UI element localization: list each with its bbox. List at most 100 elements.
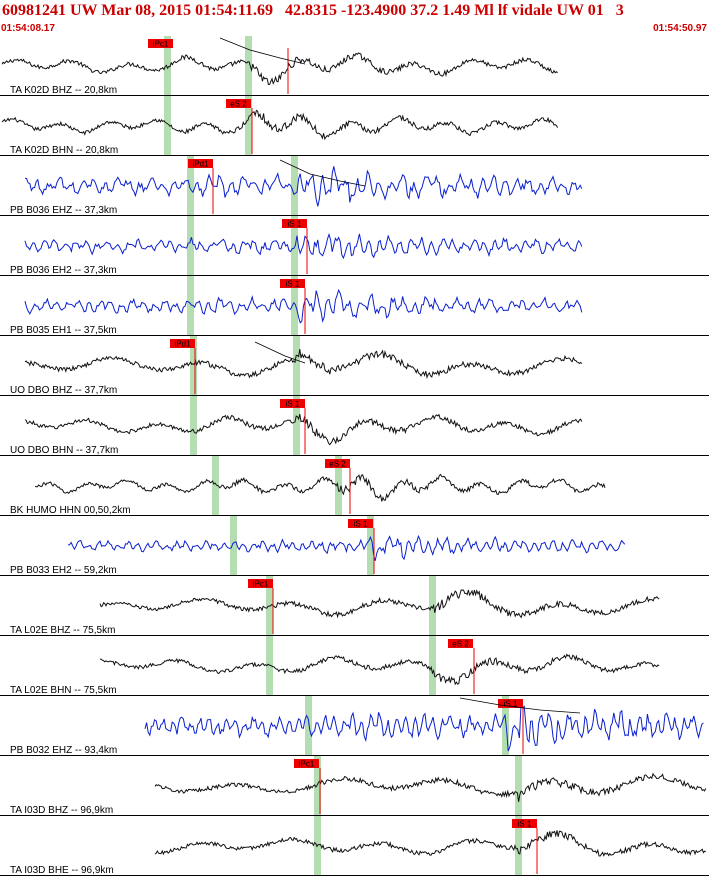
channel-label: TA K02D BHZ -- 20,8km: [10, 85, 117, 96]
channel-label: TA I03D BHE -- 96,9km: [10, 865, 114, 876]
s-phase-band: [429, 636, 436, 696]
pick-flag[interactable]: iS 1: [512, 819, 538, 874]
pick-label: iPc1: [299, 760, 315, 769]
pick-flag-background: [325, 459, 350, 468]
trace-row[interactable]: iS 1 UO DBO BHN -- 37,7km: [0, 396, 709, 456]
channel-label: TA K02D BHN -- 20,8km: [10, 145, 118, 156]
trace-row[interactable]: iS 1 PB B035 EH1 -- 37,5km: [0, 276, 709, 336]
s-phase-band: [367, 516, 374, 576]
window-end-time: 01:54:50.97: [653, 23, 707, 34]
pick-flag[interactable]: eS 2: [448, 639, 475, 694]
pick-label: iPc1: [253, 580, 269, 589]
p-phase-band: [187, 156, 194, 216]
trace-row[interactable]: iPc1 TA I03D BHZ -- 96,9km: [0, 756, 709, 816]
s-phase-band: [291, 156, 298, 216]
pick-flag[interactable]: eS 2: [325, 459, 351, 514]
pick-label: iS 1: [286, 400, 300, 409]
window-start-time: 01:54:08.17: [1, 23, 55, 34]
pick-label: eS 2: [329, 460, 346, 469]
seismogram-panel[interactable]: iPc1 TA K02D BHZ -- 20,8km eS 2 TA K02D BHN…: [0, 36, 709, 878]
trace-row[interactable]: eS 2 TA K02D BHN -- 20,8km: [0, 96, 709, 156]
trace-row[interactable]: iS 1 PB B036 EH2 -- 37,3km: [0, 216, 709, 276]
pick-flag[interactable]: iPd1: [188, 159, 214, 214]
trace-row[interactable]: iPc1 TA L02E BHZ -- 75,5km: [0, 576, 709, 636]
pick-label: iS 1: [286, 280, 300, 289]
s-phase-band: [429, 576, 436, 636]
trace-row[interactable]: iPc1 TA K02D BHZ -- 20,8km: [0, 36, 709, 96]
channel-label: TA I03D BHZ -- 96,9km: [10, 805, 113, 816]
trace-row[interactable]: iS 1 PB B033 EH2 -- 59,2km: [0, 516, 709, 576]
trace-row[interactable]: iPd1 PB B036 EHZ -- 37,3km: [0, 156, 709, 216]
channel-label: PB B032 EHZ -- 93,4km: [10, 745, 117, 756]
pick-flag[interactable]: iS 1: [280, 399, 306, 454]
channel-label: BK HUMO HHN 00,50,2km: [10, 505, 131, 516]
channel-label: UO DBO BHZ -- 37,7km: [10, 385, 117, 396]
s-phase-band: [335, 456, 342, 516]
pick-flag-background: [280, 399, 305, 408]
channel-label: TA L02E BHN -- 75,5km: [10, 685, 117, 696]
p-phase-band: [230, 516, 237, 576]
pick-label: iPc1: [153, 40, 169, 49]
pick-flag[interactable]: iS 1: [282, 219, 308, 274]
waveform: [1, 109, 559, 141]
pick-flag-background: [294, 759, 319, 768]
waveform: [24, 349, 583, 380]
pick-flag[interactable]: iPc1: [294, 759, 321, 814]
p-phase-band: [190, 336, 197, 396]
travel-time-curve: [279, 159, 366, 187]
pick-label: iS 1: [504, 700, 518, 709]
pick-flag-background: [248, 579, 273, 588]
event-title: 60981241 UW Mar 08, 2015 01:54:11.69 42.…: [2, 2, 624, 19]
waveform: [24, 413, 583, 446]
pick-flag[interactable]: iPc1: [148, 39, 289, 94]
trace-row[interactable]: eS 2 BK HUMO HHN 00,50,2km: [0, 456, 709, 516]
pick-flag[interactable]: iS 1: [280, 279, 306, 334]
waveform: [99, 589, 660, 619]
s-phase-band: [293, 336, 300, 396]
pick-flag[interactable]: eS 2: [226, 99, 253, 154]
s-phase-band: [245, 96, 252, 156]
pick-label: iPd1: [192, 160, 209, 169]
pick-label: iS 1: [518, 820, 532, 829]
trace-row[interactable]: iS 1 PB B032 EHZ -- 93,4km: [0, 696, 709, 756]
p-phase-band: [187, 216, 194, 276]
p-phase-band: [187, 276, 194, 336]
pick-flag-background: [348, 519, 373, 528]
waveform: [24, 288, 583, 324]
p-phase-band: [164, 96, 171, 156]
pick-flag-background: [280, 279, 305, 288]
channel-label: TA L02E BHZ -- 75,5km: [10, 625, 115, 636]
channel-label: PB B036 EHZ -- 37,3km: [10, 205, 117, 216]
pick-flag-background: [148, 39, 173, 48]
waveform: [34, 473, 606, 502]
pick-flag[interactable]: iPc1: [248, 579, 274, 634]
pick-label: iS 1: [288, 220, 302, 229]
p-phase-band: [164, 36, 171, 96]
p-phase-band: [190, 396, 197, 456]
s-phase-band: [291, 276, 298, 336]
pick-flag-background: [170, 339, 195, 348]
waveform: [154, 772, 707, 802]
s-phase-band: [515, 816, 522, 876]
pick-label: iPd1: [174, 340, 191, 349]
travel-time-curve: [459, 697, 581, 714]
travel-time-curve: [219, 37, 306, 65]
trace-row[interactable]: eS 2 TA L02E BHN -- 75,5km: [0, 636, 709, 696]
s-phase-band: [245, 36, 252, 96]
channel-label: UO DBO BHN -- 37,7km: [10, 445, 118, 456]
pick-label: eS 2: [230, 100, 247, 109]
s-phase-band: [515, 756, 522, 816]
pick-flag-background: [282, 219, 307, 228]
waveform: [144, 703, 704, 752]
waveform: [154, 830, 707, 857]
pick-flag-background: [188, 159, 213, 168]
pick-flag[interactable]: iS 1: [348, 519, 375, 574]
pick-flag[interactable]: iS 1: [498, 699, 524, 754]
s-phase-band: [293, 396, 300, 456]
pick-flag[interactable]: iPd1: [170, 339, 196, 394]
waveform: [99, 653, 660, 686]
trace-row[interactable]: iPd1 UO DBO BHZ -- 37,7km: [0, 336, 709, 396]
channel-label: PB B036 EH2 -- 37,3km: [10, 265, 117, 276]
waveform: [67, 534, 626, 561]
trace-row[interactable]: iS 1 TA I03D BHE -- 96,9km: [0, 816, 709, 876]
